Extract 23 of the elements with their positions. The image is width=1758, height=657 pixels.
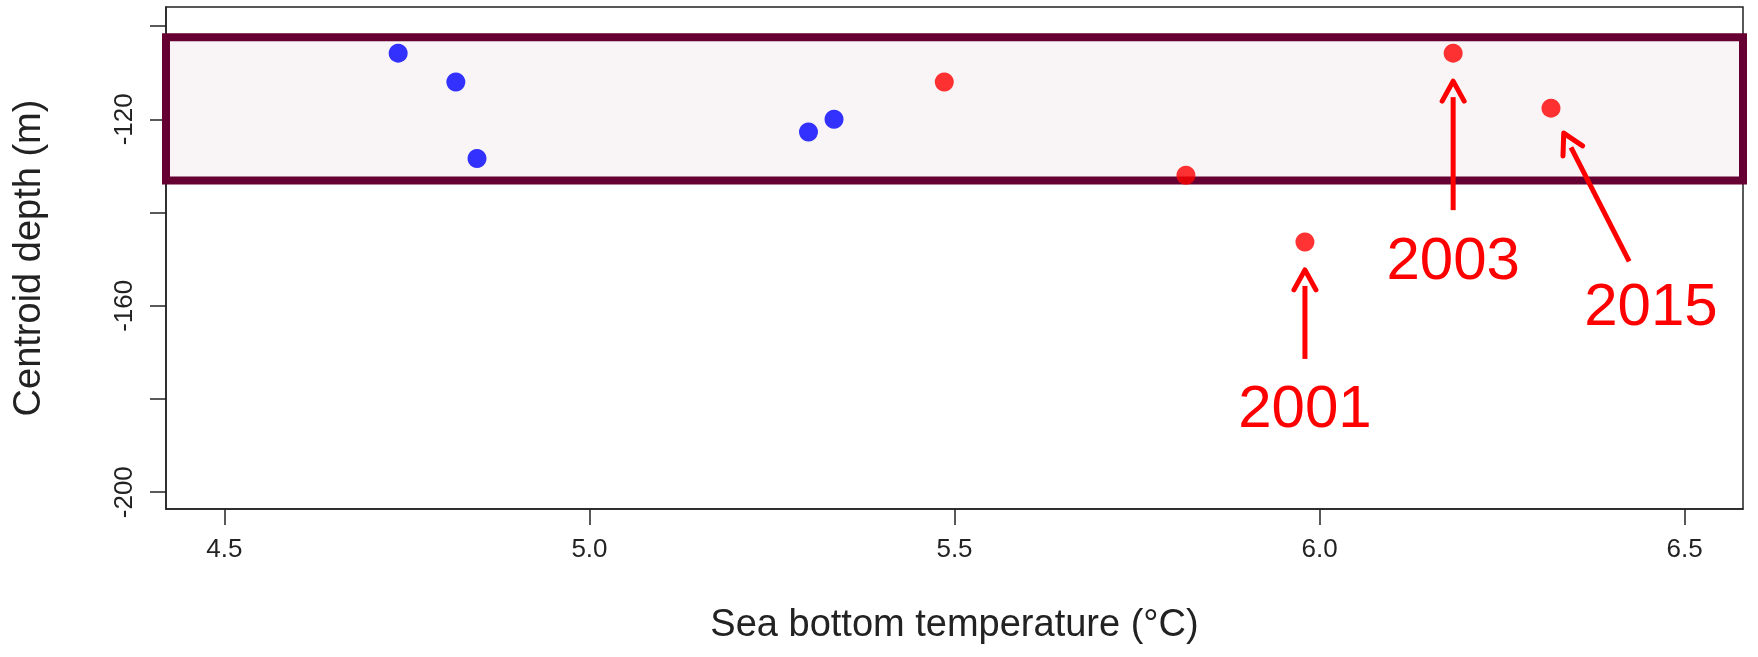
x-tick-label: 6.5: [1666, 533, 1703, 563]
y-axis-title: Centroid depth (m): [6, 99, 48, 417]
point: [1295, 232, 1315, 252]
x-tick-label: 5.5: [936, 533, 973, 563]
point: [799, 122, 818, 142]
x-tick-label: 4.5: [206, 533, 243, 563]
point: [446, 72, 466, 92]
x-tick-label: 5.0: [571, 533, 608, 563]
annotation: 2003: [1386, 224, 1520, 292]
y-tick-label: -200: [108, 466, 138, 519]
annotation: 2001: [1238, 373, 1372, 441]
point: [467, 148, 487, 168]
point: [1541, 98, 1561, 118]
y-tick-label: -120: [108, 93, 138, 146]
y-tick-label: -160: [108, 279, 138, 332]
point: [1176, 165, 1196, 185]
point: [388, 43, 408, 63]
x-tick-label: 6.0: [1301, 533, 1338, 563]
point: [1443, 43, 1463, 63]
x-axis-title: Sea bottom temperature (°C): [710, 602, 1199, 644]
point: [934, 72, 954, 92]
point: [824, 109, 844, 129]
annotation: 2015: [1584, 270, 1718, 338]
